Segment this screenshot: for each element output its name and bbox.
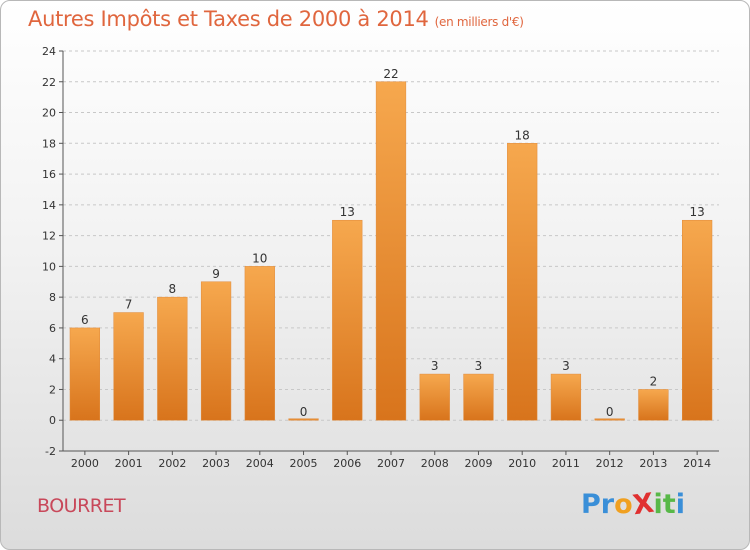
x-tick-label: 2000 [71,457,99,470]
data-label: 13 [340,205,355,219]
bar [594,418,625,421]
data-label: 0 [300,405,308,419]
x-tick-label: 2004 [246,457,274,470]
y-tick-label: 24 [42,45,56,58]
y-tick-label: 16 [42,168,56,181]
data-label: 7 [125,298,133,312]
x-tick-label: 2007 [377,457,405,470]
data-label: 3 [475,359,483,373]
x-tick-label: 2014 [683,457,711,470]
y-tick-label: 6 [49,322,56,335]
logo-letter: t [662,489,676,520]
y-tick-label: 8 [49,291,56,304]
y-tick-label: 10 [42,260,56,273]
x-tick-label: 2012 [596,457,624,470]
data-label: 2 [650,374,658,388]
y-tick-label: 14 [42,199,56,212]
bar [682,219,713,421]
chart-title-block: Autres Impôts et Taxes de 2000 à 2014 (en… [28,7,524,31]
y-tick-label: 18 [42,137,56,150]
logo-letter: P [581,489,601,520]
x-tick-label: 2010 [508,457,536,470]
logo-letter: r [600,489,615,520]
data-label: 3 [562,359,570,373]
y-tick-label: 2 [49,383,56,396]
logo-letter: X [630,487,656,522]
commune-name: BOURRET [37,495,126,517]
bar [69,327,100,421]
data-label: 0 [606,405,614,419]
x-tick-label: 2009 [464,457,492,470]
bar [419,373,450,421]
logo-letter: i [675,489,685,520]
data-label: 6 [81,313,89,327]
bar [638,389,669,421]
bar [113,312,144,421]
y-tick-label: -2 [45,445,56,458]
y-tick-label: 4 [49,353,56,366]
x-tick-label: 2001 [115,457,143,470]
x-tick-label: 2003 [202,457,230,470]
bar [200,281,232,421]
data-label: 10 [252,251,267,265]
x-tick-label: 2011 [552,457,580,470]
bar [463,373,494,421]
x-tick-label: 2002 [158,457,186,470]
y-tick-label: 0 [49,414,56,427]
x-tick-label: 2005 [290,457,318,470]
bar [332,219,363,421]
logo-letter: i [653,489,663,520]
data-label: 22 [383,67,398,81]
chart-subtitle: (en milliers d'€) [434,15,524,29]
y-tick-label: 22 [42,76,56,89]
data-label: 13 [689,205,704,219]
bar [157,296,188,421]
bar [288,418,319,421]
data-label: 8 [169,282,177,296]
x-tick-label: 2013 [639,457,667,470]
logo-letter: o [614,489,633,520]
x-tick-label: 2006 [333,457,361,470]
x-tick-label: 2008 [421,457,449,470]
data-label: 3 [431,359,439,373]
bar [507,143,538,421]
bar [244,266,275,421]
bar [375,81,407,421]
chart-title: Autres Impôts et Taxes de 2000 à 2014 [28,7,429,31]
proxiti-logo[interactable]: ProXiti [581,487,685,522]
data-label: 18 [515,128,530,142]
y-tick-label: 12 [42,230,56,243]
y-tick-label: 20 [42,107,56,120]
data-label: 9 [212,267,220,281]
bar [550,373,582,421]
